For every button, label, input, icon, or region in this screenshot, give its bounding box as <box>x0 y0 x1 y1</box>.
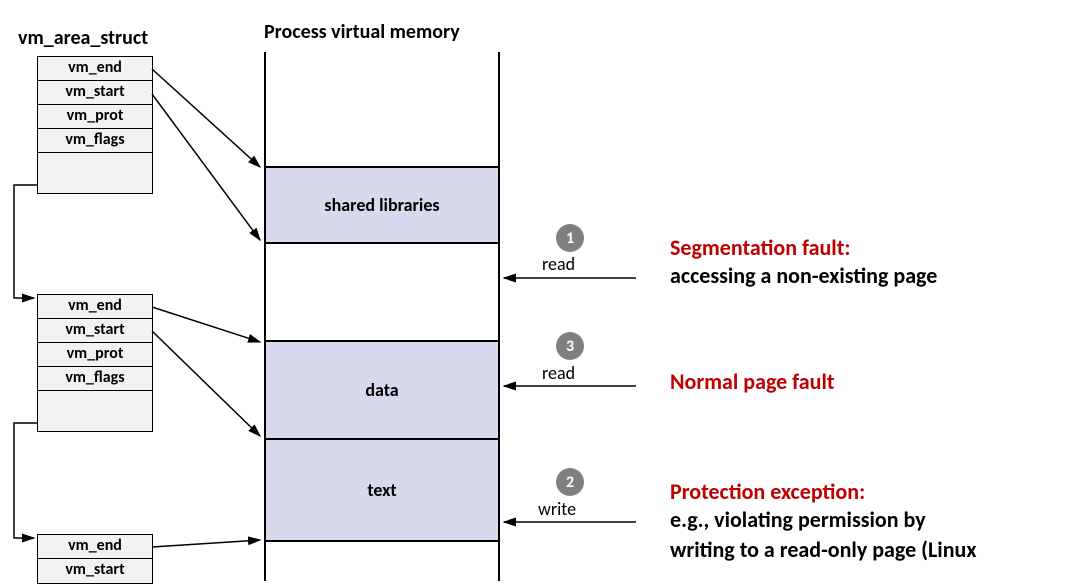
vm-area-struct-3: vm_end vm_start <box>37 534 153 584</box>
fault-desc-segfault: accessing a non-existing page <box>670 262 937 289</box>
fault-title-normal: Normal page fault <box>670 368 834 395</box>
vm-area-struct-1: vm_end vm_start vm_prot vm_flags <box>37 56 153 194</box>
step-circle-3: 3 <box>556 332 584 360</box>
memory-column: shared libraries data text <box>264 52 500 581</box>
fault-desc-protection-1: e.g., violating permission by <box>670 506 926 533</box>
field-vm-prot: vm_prot <box>38 105 152 129</box>
field-vm-start: vm_start <box>38 319 152 343</box>
vm-area-struct-2: vm_end vm_start vm_prot vm_flags <box>37 294 153 432</box>
field-vm-flags: vm_flags <box>38 367 152 391</box>
field-vm-end: vm_end <box>38 535 152 559</box>
region-text: text <box>266 438 498 542</box>
memcol-title: Process virtual memory <box>264 20 460 44</box>
op-read-2: read <box>542 362 575 384</box>
field-vm-prot: vm_prot <box>38 343 152 367</box>
step-circle-1: 1 <box>556 224 584 252</box>
field-vm-end: vm_end <box>38 57 152 81</box>
field-blank <box>38 153 152 193</box>
field-blank <box>38 391 152 431</box>
step-circle-2: 2 <box>556 468 584 496</box>
fault-title-segfault: Segmentation fault: <box>670 234 850 261</box>
op-read-1: read <box>542 253 575 275</box>
field-vm-start: vm_start <box>38 559 152 583</box>
struct-title: vm_area_struct <box>18 26 148 50</box>
arrows-layer <box>0 0 1080 581</box>
region-shared-libraries: shared libraries <box>266 166 498 244</box>
field-vm-start: vm_start <box>38 81 152 105</box>
field-vm-end: vm_end <box>38 295 152 319</box>
op-write: write <box>538 498 576 520</box>
field-vm-flags: vm_flags <box>38 129 152 153</box>
fault-title-protection: Protection exception: <box>670 478 865 505</box>
fault-desc-protection-2: writing to a read-only page (Linux <box>670 536 976 563</box>
region-data: data <box>266 340 498 438</box>
